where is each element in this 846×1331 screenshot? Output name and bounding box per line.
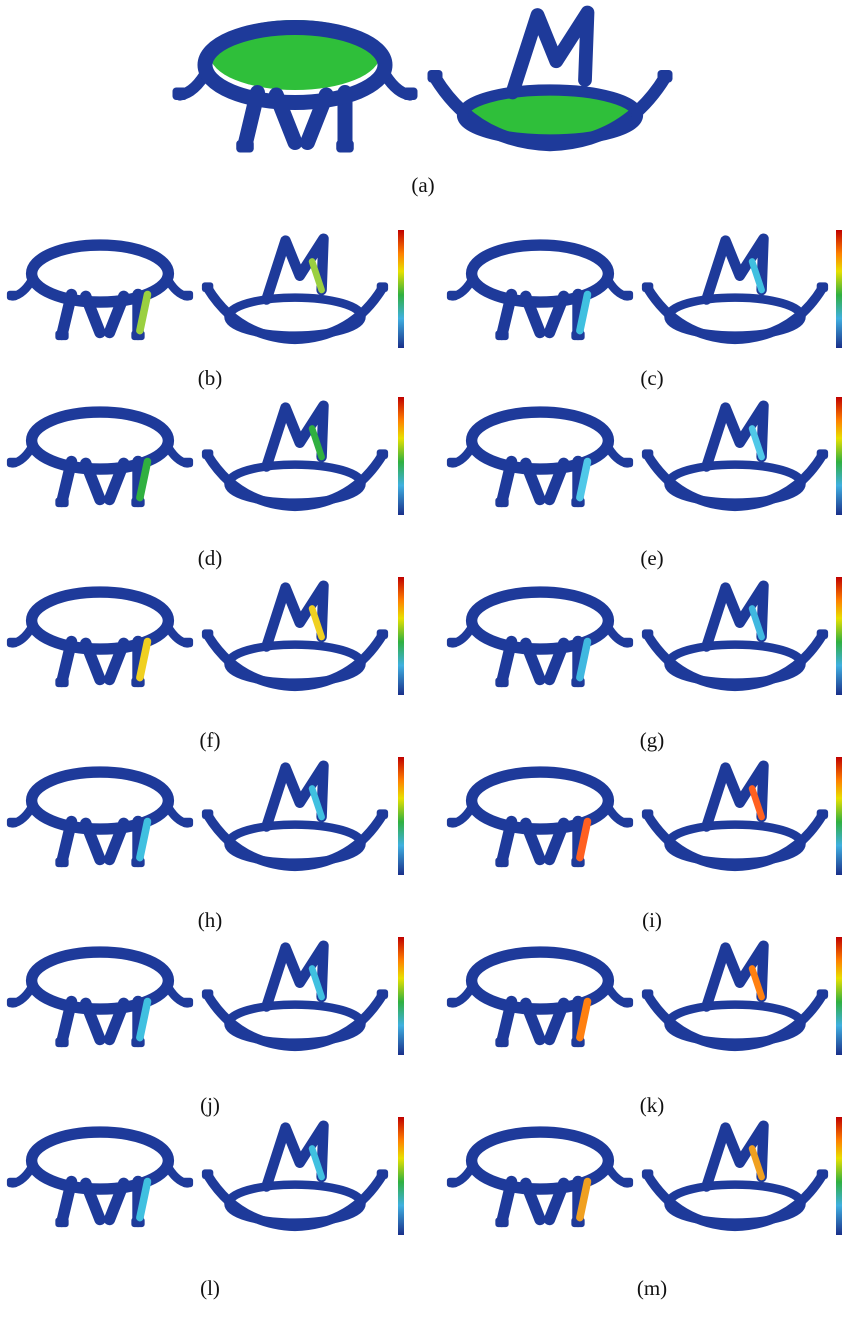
color-bar bbox=[836, 397, 842, 515]
structure bbox=[642, 1126, 828, 1227]
color-bar bbox=[398, 397, 404, 515]
panel-label: (b) bbox=[198, 366, 223, 390]
left-view bbox=[7, 772, 193, 867]
panel-label: (m) bbox=[637, 1276, 667, 1300]
panel-label: (j) bbox=[200, 1093, 220, 1117]
color-bar bbox=[398, 937, 404, 1055]
color-bar bbox=[836, 577, 842, 695]
color-bar bbox=[398, 230, 404, 348]
structure bbox=[7, 952, 193, 1047]
panel-image bbox=[7, 397, 404, 515]
figure: (a) (b) (c) (d) (e) (f) (g) (h) (i) (j) (k) (l) (m) bbox=[0, 0, 846, 1331]
panel-image bbox=[447, 1117, 842, 1235]
panel-image bbox=[7, 230, 404, 348]
structure bbox=[7, 245, 193, 340]
right-view bbox=[202, 586, 388, 687]
structure bbox=[447, 412, 633, 507]
panel-label: (k) bbox=[640, 1093, 665, 1117]
panel-label: (g) bbox=[640, 728, 665, 752]
right-view bbox=[642, 1126, 828, 1227]
structure bbox=[642, 946, 828, 1047]
structure bbox=[202, 1126, 388, 1227]
color-bar bbox=[836, 757, 842, 875]
color-bar bbox=[836, 1117, 842, 1235]
right-view bbox=[642, 239, 828, 340]
panel-label: (h) bbox=[198, 908, 223, 932]
structure bbox=[447, 245, 633, 340]
panel-image bbox=[7, 757, 404, 875]
right-view bbox=[202, 1126, 388, 1227]
right-view bbox=[642, 766, 828, 867]
color-bar bbox=[398, 577, 404, 695]
panel-image bbox=[7, 937, 404, 1055]
left-view bbox=[447, 245, 633, 340]
structure bbox=[7, 592, 193, 687]
left-view bbox=[7, 1132, 193, 1227]
structure bbox=[7, 412, 193, 507]
left-view bbox=[7, 245, 193, 340]
panel-image bbox=[447, 937, 842, 1055]
color-bar bbox=[398, 1117, 404, 1235]
structure bbox=[642, 239, 828, 340]
left-view bbox=[7, 592, 193, 687]
right-view bbox=[202, 239, 388, 340]
right-view bbox=[202, 946, 388, 1047]
left-view bbox=[447, 592, 633, 687]
structure bbox=[202, 766, 388, 867]
panel-label: (l) bbox=[200, 1276, 220, 1300]
structure bbox=[202, 946, 388, 1047]
panel-image bbox=[447, 577, 842, 695]
structure bbox=[642, 406, 828, 507]
panel-a-image bbox=[173, 13, 673, 153]
color-bar bbox=[836, 937, 842, 1055]
left-view bbox=[447, 1132, 633, 1227]
panel-label: (a) bbox=[411, 173, 434, 197]
panel-image bbox=[447, 230, 842, 348]
color-bar bbox=[398, 757, 404, 875]
structure bbox=[447, 952, 633, 1047]
panel-image bbox=[447, 757, 842, 875]
right-view bbox=[642, 406, 828, 507]
structure bbox=[642, 586, 828, 687]
right-view bbox=[642, 586, 828, 687]
right-view bbox=[202, 406, 388, 507]
color-bar bbox=[836, 230, 842, 348]
structure bbox=[447, 592, 633, 687]
structure bbox=[642, 766, 828, 867]
structure bbox=[447, 1132, 633, 1227]
left-view bbox=[447, 412, 633, 507]
panel-label: (c) bbox=[640, 366, 663, 390]
structure bbox=[447, 772, 633, 867]
panel-image bbox=[447, 397, 842, 515]
structure bbox=[202, 406, 388, 507]
left-view bbox=[447, 952, 633, 1047]
right-view bbox=[642, 946, 828, 1047]
structure bbox=[202, 586, 388, 687]
right-view bbox=[202, 766, 388, 867]
left-view bbox=[7, 952, 193, 1047]
panel-label: (d) bbox=[198, 546, 223, 570]
panel-image bbox=[7, 577, 404, 695]
panel-label: (i) bbox=[642, 908, 662, 932]
panel-image bbox=[7, 1117, 404, 1235]
left-view bbox=[7, 412, 193, 507]
structure bbox=[202, 239, 388, 340]
structure bbox=[7, 1132, 193, 1227]
structure bbox=[7, 772, 193, 867]
left-view bbox=[447, 772, 633, 867]
panel-label: (e) bbox=[640, 546, 663, 570]
panel-label: (f) bbox=[200, 728, 221, 752]
